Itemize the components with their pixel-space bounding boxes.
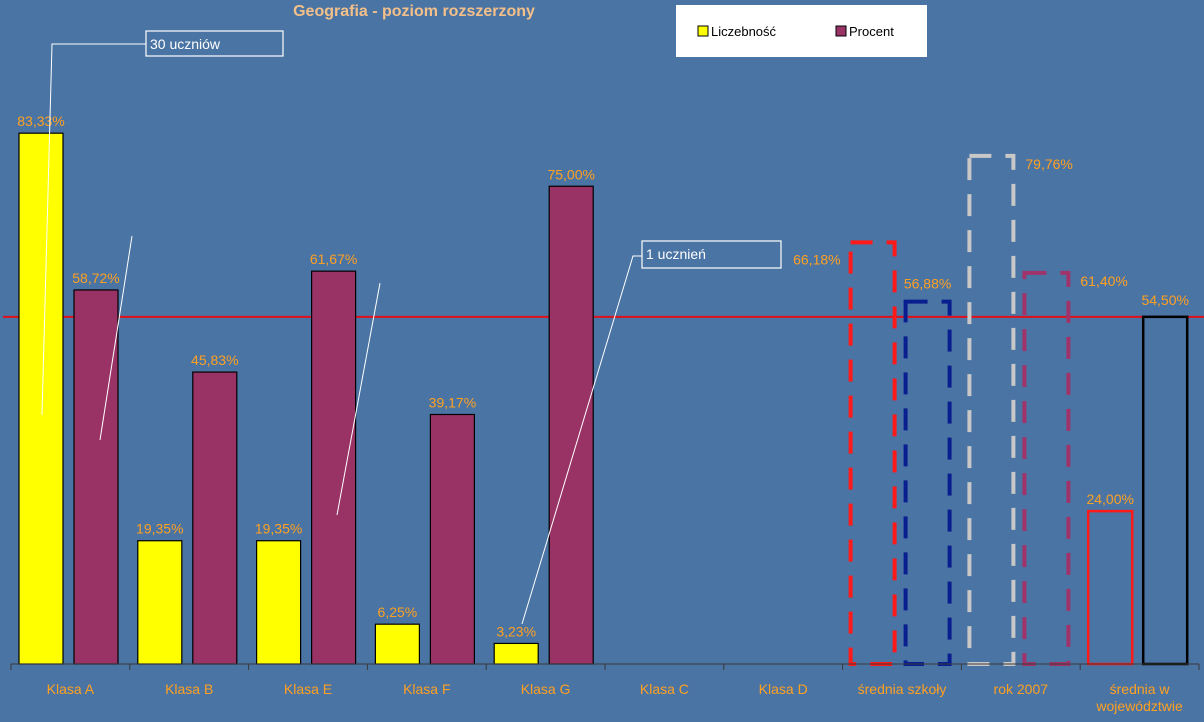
bar-liczebnosc-klasa-f — [374, 623, 420, 665]
x-tick-label-srednia-szkoly: średnia szkoły — [858, 681, 947, 697]
data-label-procent-klasa-a: 58,72% — [72, 270, 119, 286]
bar-procent-klasa-g — [548, 185, 594, 665]
bar-procent-klasa-b — [192, 371, 238, 665]
x-tick-label-klasa-a: Klasa A — [47, 681, 95, 697]
x-tick-label-klasa-e: Klasa E — [284, 681, 332, 697]
data-label-procent-klasa-b: 45,83% — [191, 352, 238, 368]
data-label-liczebnosc-klasa-f: 6,25% — [378, 604, 418, 620]
annotation-leader-30c — [336, 282, 381, 516]
legend-label-procent: Procent — [849, 24, 894, 39]
x-tick-label-klasa-c: Klasa C — [640, 681, 689, 697]
data-label-procent-klasa-g: 75,00% — [547, 166, 594, 182]
outline-label-srednia-szkoly-1: 56,88% — [904, 276, 951, 292]
annotation-leader-1 — [521, 255, 642, 625]
bar-liczebnosc-klasa-b — [137, 540, 183, 665]
x-tick-label-klasa-b: Klasa B — [165, 681, 213, 697]
outline-bar-srednia-w-wojewodztwie-0 — [1086, 509, 1134, 666]
data-label-liczebnosc-klasa-b: 19,35% — [136, 521, 183, 537]
x-tick-label-rok-2007: rok 2007 — [994, 681, 1049, 697]
chart-title: Geografia - poziom rozszerzony — [293, 3, 535, 20]
outline-bar-rok-2007-0 — [967, 153, 1016, 666]
outline-bar-rok-2007-1 — [1022, 270, 1071, 666]
outline-bar-srednia-szkoly-1 — [903, 299, 952, 666]
data-label-procent-klasa-e: 61,67% — [310, 251, 357, 267]
data-label-liczebnosc-klasa-a: 83,33% — [17, 113, 64, 129]
annotation-leader-30 — [41, 43, 146, 416]
annotation-box-1 — [641, 240, 782, 269]
x-tick-label-klasa-g: Klasa G — [521, 681, 571, 697]
outline-label-rok-2007-1: 61,40% — [1080, 273, 1127, 289]
bar-liczebnosc-klasa-g — [493, 642, 539, 665]
x-tick-label-klasa-f: Klasa F — [403, 681, 450, 697]
bar-procent-klasa-f — [429, 413, 475, 665]
outline-bar-srednia-szkoly-0 — [848, 240, 897, 666]
legend-box — [676, 5, 927, 57]
data-label-liczebnosc-klasa-e: 19,35% — [255, 521, 302, 537]
legend: Liczebność Procent — [676, 5, 927, 57]
outline-label-srednia-w-wojewodztwie-0: 24,00% — [1086, 491, 1133, 507]
data-label-procent-klasa-f: 39,17% — [429, 394, 476, 410]
plot-area: 83,33% 19,35% 19,35% 6,25% 3,23% 58,72% 45,83%… — [3, 113, 1204, 714]
legend-swatch-liczebnosc — [697, 25, 709, 37]
annotation-1-uczen: 1 ucznień — [646, 246, 706, 262]
bar-liczebnosc-klasa-e — [256, 540, 302, 665]
annotations: 30 uczniów 1 ucznień — [41, 30, 782, 625]
outline-bar-srednia-w-wojewodztwie-1 — [1141, 315, 1189, 666]
legend-label-liczebnosc: Liczebność — [711, 24, 777, 39]
legend-swatch-procent — [835, 25, 847, 37]
bar-procent-klasa-e — [311, 270, 357, 665]
annotation-30-uczniow: 30 uczniów — [150, 36, 221, 52]
bar-liczebnosc-klasa-a — [18, 132, 64, 665]
annotation-leader-30b — [99, 235, 133, 441]
outline-label-rok-2007-0: 79,76% — [1025, 156, 1072, 172]
x-tick-label-srednia-w-wojewodztwie: średnia w województwie — [1095, 681, 1183, 714]
outline-label-srednia-w-wojewodztwie-1: 54,50% — [1141, 292, 1188, 308]
outline-label-srednia-szkoly-0: 66,18% — [793, 251, 840, 267]
x-tick-label-klasa-d: Klasa D — [759, 681, 808, 697]
data-label-liczebnosc-klasa-g: 3,23% — [496, 623, 536, 639]
bar-procent-klasa-a — [73, 289, 119, 665]
